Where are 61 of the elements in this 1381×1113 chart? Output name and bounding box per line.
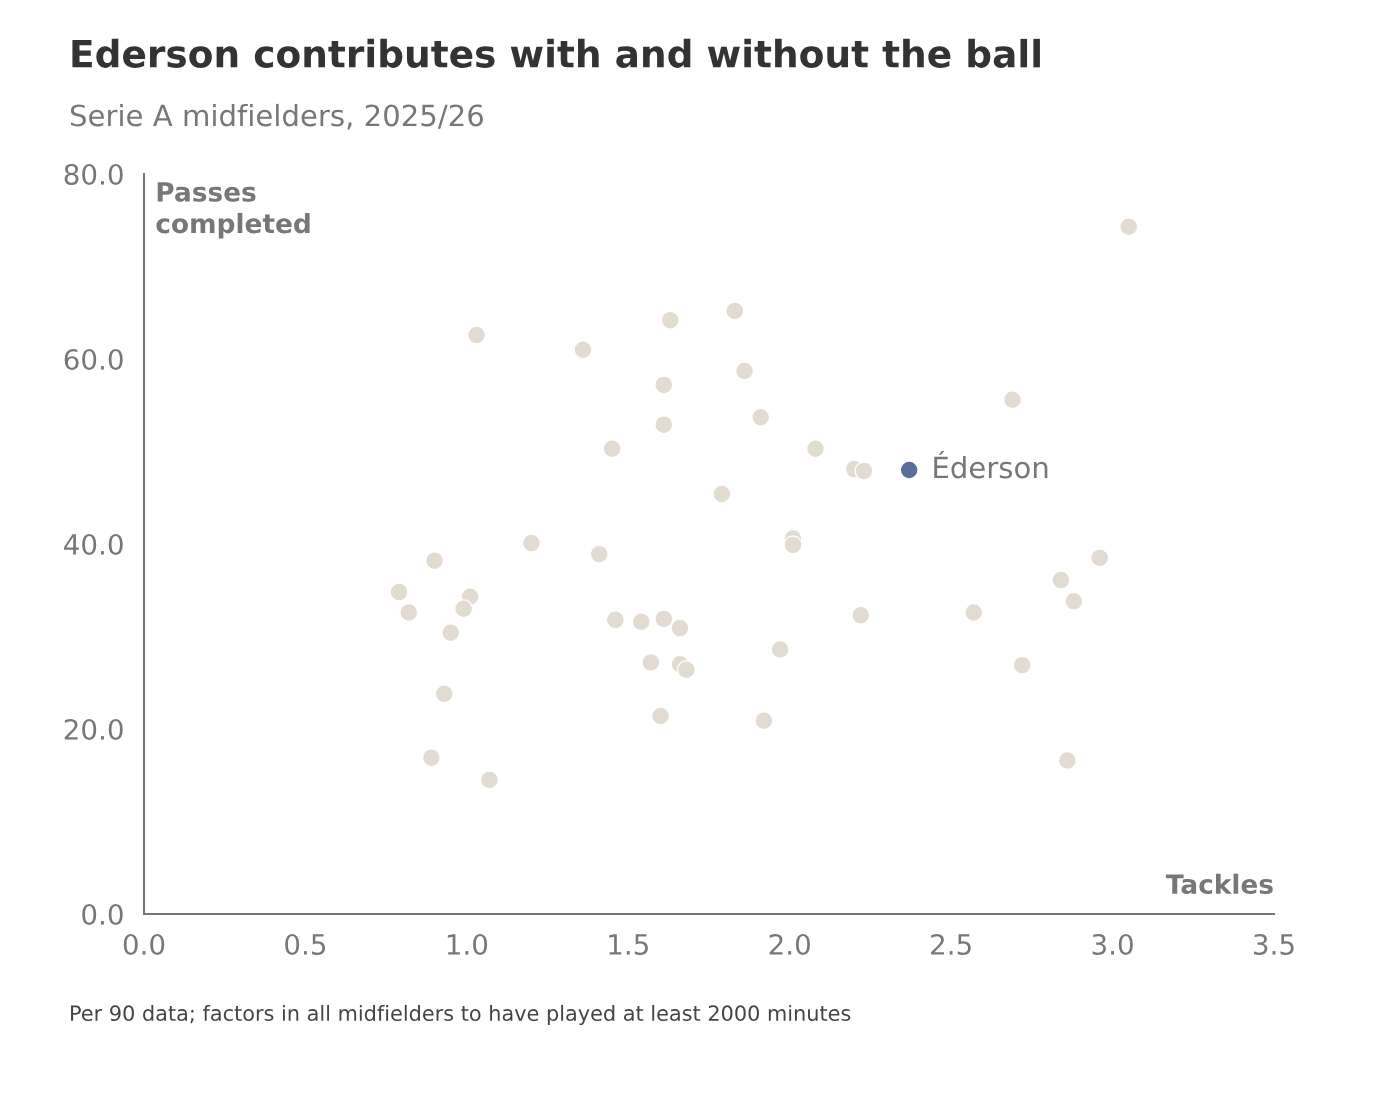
x-tick-label: 0.5 xyxy=(285,933,326,955)
point xyxy=(1119,217,1139,237)
point xyxy=(589,544,609,564)
point xyxy=(676,660,697,680)
point xyxy=(602,439,622,459)
x-tick-label: 2.5 xyxy=(931,933,971,955)
point xyxy=(421,748,441,768)
x-tick-label: 3.0 xyxy=(1092,933,1133,955)
point xyxy=(751,407,771,427)
y-tick-label: 40.0 xyxy=(64,533,123,555)
point xyxy=(1057,750,1077,771)
point xyxy=(521,533,542,553)
point xyxy=(754,711,774,731)
point xyxy=(670,618,690,638)
point xyxy=(434,684,454,704)
point xyxy=(479,770,500,790)
y-tick-label: 80.0 xyxy=(64,163,123,185)
y-tick-label: 20.0 xyxy=(64,718,123,740)
point xyxy=(964,602,984,623)
point xyxy=(805,439,826,459)
point xyxy=(725,301,745,321)
point xyxy=(1051,570,1071,590)
point xyxy=(851,605,871,625)
x-tick-label: 1.5 xyxy=(609,934,648,955)
x-tick-label: 2.0 xyxy=(769,933,810,955)
point xyxy=(770,639,790,660)
point xyxy=(650,706,671,726)
x-tick-label: 1.0 xyxy=(447,933,488,955)
y-tick-label: 60.0 xyxy=(64,348,123,370)
point xyxy=(605,610,625,630)
series-label: Éderson xyxy=(934,451,1048,479)
point xyxy=(573,340,593,360)
point xyxy=(466,325,487,345)
point xyxy=(1090,548,1110,568)
point xyxy=(1012,655,1032,675)
x-tick-label: 0.0 xyxy=(123,933,165,955)
point xyxy=(389,582,409,602)
point xyxy=(631,612,651,632)
point xyxy=(854,461,874,481)
point xyxy=(1002,390,1023,410)
point xyxy=(399,602,419,623)
point xyxy=(654,609,674,629)
point xyxy=(783,535,803,555)
point xyxy=(1064,591,1084,611)
point xyxy=(654,415,674,435)
point xyxy=(712,484,732,504)
point xyxy=(660,310,680,330)
x-axis-title: Tackles xyxy=(1165,873,1273,895)
point xyxy=(654,375,674,395)
point xyxy=(424,551,445,571)
chart-title: Ederson contributes with and without the ball xyxy=(72,38,1040,68)
chart-subtitle: Serie A midfielders, 2025/26 xyxy=(70,103,483,130)
text: Per 90 data; factors in all midfielders to have played at least 2000 minutes xyxy=(71,1004,851,1026)
point xyxy=(899,460,919,480)
y-axis-title: Passes completed xyxy=(156,182,310,239)
point xyxy=(454,599,474,619)
x-tick-label: 3.5 xyxy=(1254,933,1294,955)
y-tick-label: 0.0 xyxy=(82,903,123,925)
point xyxy=(641,652,661,673)
point xyxy=(734,361,755,381)
point xyxy=(441,623,461,643)
